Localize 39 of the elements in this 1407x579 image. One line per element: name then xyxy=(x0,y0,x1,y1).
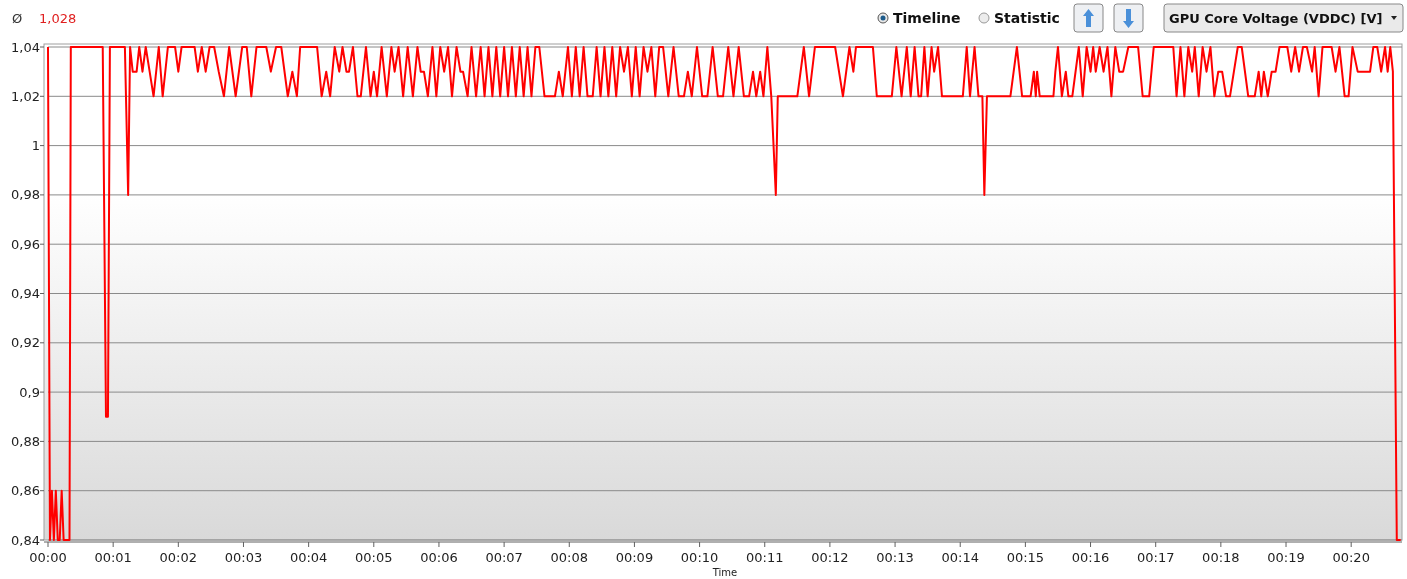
x-tick-label: 00:15 xyxy=(1006,550,1045,565)
x-tick-label: 00:10 xyxy=(680,550,719,565)
x-tick-label: 00:17 xyxy=(1136,550,1175,565)
x-tick-label: 00:02 xyxy=(159,550,198,565)
y-tick-label: 0,96 xyxy=(11,236,40,252)
y-tick-label: 0,92 xyxy=(11,335,40,351)
x-tick-label: 00:01 xyxy=(94,550,132,565)
y-tick-label: 1,02 xyxy=(11,88,40,104)
x-axis-title: Time xyxy=(711,567,738,578)
y-tick-label: 0,86 xyxy=(11,483,40,499)
x-tick-label: 00:20 xyxy=(1332,550,1370,565)
x-tick-label: 00:03 xyxy=(224,550,263,565)
text: 1,028 xyxy=(39,11,77,26)
text: Statistic xyxy=(994,10,1060,26)
x-tick-label: 00:16 xyxy=(1071,550,1110,565)
x-tick-label: 00:07 xyxy=(485,550,523,565)
y-tick-label: 0,98 xyxy=(11,187,40,203)
y-tick-label: 0,9 xyxy=(19,384,40,400)
x-tick-label: 00:12 xyxy=(811,550,849,565)
chart-title: GPU Core Voltage (VDDC) [V] xyxy=(1169,11,1383,26)
x-tick-label: 00:18 xyxy=(1202,550,1240,565)
x-tick-label: 00:11 xyxy=(746,550,784,565)
text: Ø xyxy=(12,11,23,26)
y-tick-label: 0,84 xyxy=(11,532,40,548)
x-tick-label: 00:08 xyxy=(550,550,588,565)
x-tick-label: 00:00 xyxy=(29,550,67,565)
text: Timeline xyxy=(893,10,961,26)
x-tick-label: 00:14 xyxy=(941,550,979,565)
y-tick-label: 0,94 xyxy=(11,286,40,302)
x-tick-label: 00:19 xyxy=(1267,550,1305,565)
x-tick-label: 00:09 xyxy=(615,550,654,565)
y-tick-label: 0,88 xyxy=(11,433,40,449)
x-tick-label: 00:06 xyxy=(420,550,458,565)
y-tick-label: 1,04 xyxy=(11,39,40,55)
x-tick-label: 00:05 xyxy=(355,550,393,565)
x-tick-label: 00:04 xyxy=(289,550,328,565)
x-tick-label: 00:13 xyxy=(876,550,914,565)
y-tick-label: 1 xyxy=(31,138,40,154)
line-series xyxy=(47,46,1402,541)
